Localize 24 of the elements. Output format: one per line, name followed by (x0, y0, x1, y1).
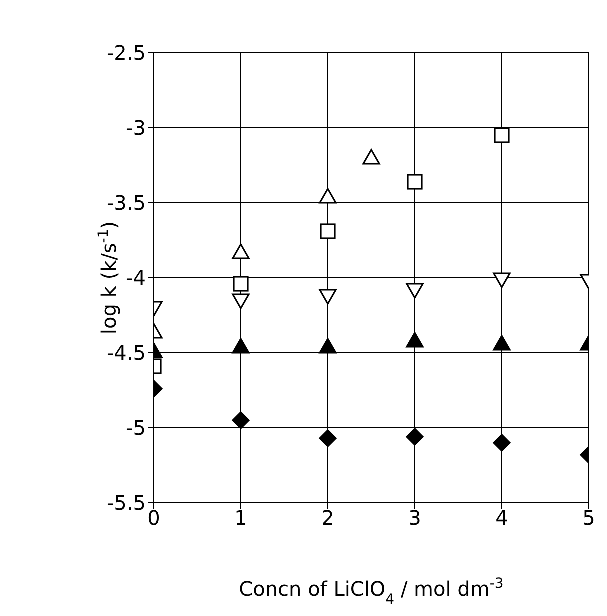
y-tick-label: -4 (126, 266, 146, 290)
x-axis-title: Concn of LiClO$_{4}$ / mol dm$^{-3}$ (239, 576, 504, 608)
point (406, 283, 424, 299)
point (406, 332, 424, 348)
point (320, 224, 336, 240)
y-tick-label: -5.5 (106, 491, 146, 516)
point (406, 428, 424, 446)
x-tick-label: 4 (496, 506, 508, 530)
y-tick-label: -2.5 (106, 41, 146, 66)
point (319, 289, 337, 305)
x-tick-label: 1 (234, 506, 248, 530)
point (362, 149, 380, 165)
y-tick-label: -4.5 (106, 341, 146, 366)
x-tick-label: 0 (148, 506, 160, 530)
point (407, 174, 423, 190)
point (319, 338, 337, 354)
y-tick-label: -5 (126, 416, 146, 440)
x-tick-label: 5 (582, 506, 596, 530)
point (319, 430, 337, 448)
x-tick-label: 2 (322, 506, 334, 530)
point (319, 188, 337, 204)
y-tick-label: -3.5 (106, 191, 146, 216)
y-tick-label: -3 (126, 116, 146, 140)
x-tick-label: 3 (408, 506, 422, 530)
